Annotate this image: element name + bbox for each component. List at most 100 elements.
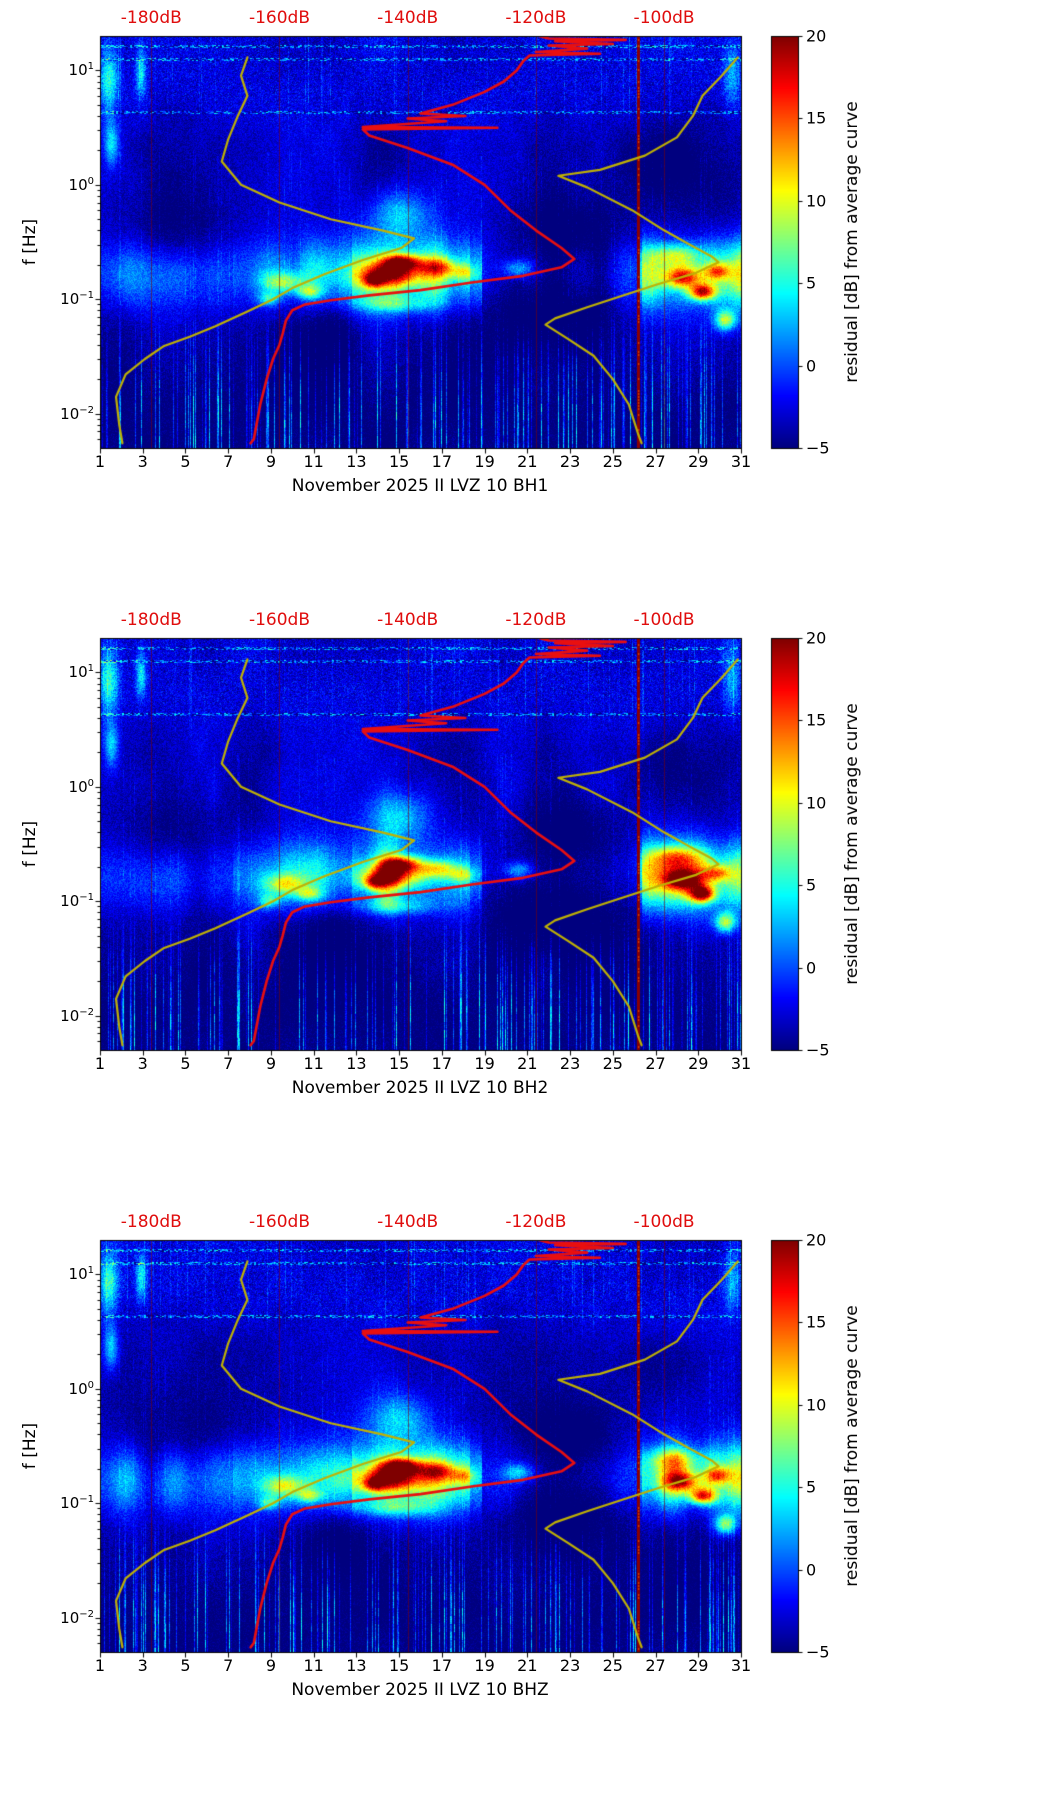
colorbar-tick-label: 10 bbox=[806, 793, 827, 813]
colorbar-tick-label: −5 bbox=[806, 1040, 830, 1060]
spectrogram-canvas bbox=[0, 602, 1052, 1204]
colorbar-tick-label: 5 bbox=[806, 875, 817, 895]
y-tick-label: 10−2 bbox=[60, 404, 94, 423]
x-axis-title: November 2025 II LVZ 10 BH1 bbox=[291, 476, 549, 496]
y-tick-label: 10−2 bbox=[60, 1608, 94, 1627]
x-axis-title: November 2025 II LVZ 10 BHZ bbox=[291, 1680, 549, 1700]
x-tick-label: 21 bbox=[517, 1656, 538, 1675]
x-tick-label: 25 bbox=[602, 1656, 623, 1675]
colorbar-tick-label: 10 bbox=[806, 191, 827, 211]
x-tick-label: 15 bbox=[388, 1054, 410, 1073]
x-tick-label: 17 bbox=[431, 1054, 453, 1073]
x-tick-label: 5 bbox=[180, 452, 191, 471]
x-tick-label: 1 bbox=[94, 1656, 106, 1675]
y-tick-label: 101 bbox=[68, 1265, 94, 1284]
x-tick-label: 31 bbox=[730, 1054, 752, 1073]
colorbar-label: residual [dB] from average curve bbox=[842, 101, 862, 383]
y-tick-label: 100 bbox=[68, 1379, 94, 1398]
top-db-tick-label: -180dB bbox=[120, 1212, 182, 1232]
y-axis-label: f [Hz] bbox=[20, 1422, 40, 1470]
x-tick-label: 27 bbox=[645, 1656, 666, 1675]
top-db-tick-label: -120dB bbox=[505, 1212, 567, 1232]
x-tick-label: 23 bbox=[559, 1656, 581, 1675]
x-tick-label: 13 bbox=[346, 452, 367, 471]
x-tick-label: 9 bbox=[265, 1054, 277, 1073]
x-tick-label: 21 bbox=[517, 1054, 538, 1073]
x-tick-label: 1 bbox=[94, 452, 106, 471]
x-tick-label: 3 bbox=[137, 1656, 148, 1675]
y-tick-label: 10−2 bbox=[60, 1006, 94, 1025]
x-tick-label: 15 bbox=[388, 452, 410, 471]
top-db-tick-label: -160dB bbox=[248, 1212, 310, 1232]
colorbar-tick-label: 20 bbox=[806, 628, 827, 648]
y-tick-label: 101 bbox=[68, 663, 94, 682]
colorbar-tick-label: 20 bbox=[806, 26, 827, 46]
spectrogram-canvas bbox=[0, 0, 1052, 602]
x-tick-label: 7 bbox=[223, 1054, 234, 1073]
top-db-tick-label: -140dB bbox=[377, 8, 439, 28]
y-tick-label: 10−1 bbox=[60, 892, 94, 911]
colorbar-tick-label: 5 bbox=[806, 273, 817, 293]
top-db-tick-label: -180dB bbox=[120, 610, 182, 630]
colorbar-tick-label: 0 bbox=[806, 958, 817, 978]
x-tick-label: 11 bbox=[303, 1656, 324, 1675]
y-axis-label: f [Hz] bbox=[20, 218, 40, 266]
x-tick-label: 27 bbox=[645, 452, 666, 471]
top-db-tick-label: -120dB bbox=[505, 8, 567, 28]
x-tick-label: 23 bbox=[559, 452, 581, 471]
x-tick-label: 1 bbox=[94, 1054, 106, 1073]
colorbar-tick-label: 5 bbox=[806, 1477, 817, 1497]
x-tick-label: 23 bbox=[559, 1054, 581, 1073]
top-db-tick-label: -100dB bbox=[633, 8, 695, 28]
x-tick-label: 5 bbox=[180, 1656, 191, 1675]
top-db-tick-label: -160dB bbox=[248, 8, 310, 28]
x-tick-label: 19 bbox=[474, 1054, 495, 1073]
x-tick-label: 13 bbox=[346, 1656, 367, 1675]
colorbar-tick-label: −5 bbox=[806, 438, 830, 458]
top-db-tick-label: -100dB bbox=[633, 610, 695, 630]
y-tick-label: 100 bbox=[68, 175, 94, 194]
colorbar-label: residual [dB] from average curve bbox=[842, 1305, 862, 1587]
colorbar-label: residual [dB] from average curve bbox=[842, 703, 862, 985]
colorbar-tick-label: 0 bbox=[806, 356, 817, 376]
colorbar-tick-label: 20 bbox=[806, 1230, 827, 1250]
x-tick-label: 29 bbox=[688, 1054, 709, 1073]
y-tick-label: 100 bbox=[68, 777, 94, 796]
x-tick-label: 13 bbox=[346, 1054, 367, 1073]
spectrogram-panel-2: -180dB -160dB -140dB -120dB -100dB 101 100 10−1… bbox=[0, 602, 1052, 1204]
x-tick-label: 17 bbox=[431, 452, 453, 471]
colorbar-tick-label: 15 bbox=[806, 710, 827, 730]
y-tick-label: 101 bbox=[68, 61, 94, 80]
x-tick-label: 15 bbox=[388, 1656, 410, 1675]
colorbar-tick-label: −5 bbox=[806, 1642, 830, 1662]
x-tick-label: 17 bbox=[431, 1656, 453, 1675]
colorbar-tick-label: 15 bbox=[806, 1312, 827, 1332]
x-tick-label: 3 bbox=[137, 1054, 148, 1073]
x-tick-label: 21 bbox=[517, 452, 538, 471]
x-tick-label: 19 bbox=[474, 452, 495, 471]
x-tick-label: 7 bbox=[223, 452, 234, 471]
x-tick-label: 3 bbox=[137, 452, 148, 471]
x-tick-label: 11 bbox=[303, 1054, 324, 1073]
x-tick-label: 9 bbox=[265, 452, 277, 471]
top-db-tick-label: -100dB bbox=[633, 1212, 695, 1232]
top-db-tick-label: -160dB bbox=[248, 610, 310, 630]
x-tick-label: 25 bbox=[602, 452, 623, 471]
y-axis-label: f [Hz] bbox=[20, 820, 40, 868]
x-tick-label: 7 bbox=[223, 1656, 234, 1675]
top-db-tick-label: -180dB bbox=[120, 8, 182, 28]
y-tick-label: 10−1 bbox=[60, 290, 94, 309]
y-tick-label: 10−1 bbox=[60, 1494, 94, 1513]
spectrogram-panel-1: -180dB -160dB -140dB -120dB -100dB 101 100 10−1… bbox=[0, 0, 1052, 602]
x-tick-label: 25 bbox=[602, 1054, 623, 1073]
spectrogram-panel-3: -180dB -160dB -140dB -120dB -100dB 101 100 10−1… bbox=[0, 1204, 1052, 1806]
x-tick-label: 29 bbox=[688, 1656, 709, 1675]
x-tick-label: 29 bbox=[688, 452, 709, 471]
x-tick-label: 11 bbox=[303, 452, 324, 471]
x-tick-label: 19 bbox=[474, 1656, 495, 1675]
top-db-tick-label: -140dB bbox=[377, 610, 439, 630]
x-axis-title: November 2025 II LVZ 10 BH2 bbox=[291, 1078, 549, 1098]
colorbar-tick-label: 10 bbox=[806, 1395, 827, 1415]
colorbar-tick-label: 0 bbox=[806, 1560, 817, 1580]
